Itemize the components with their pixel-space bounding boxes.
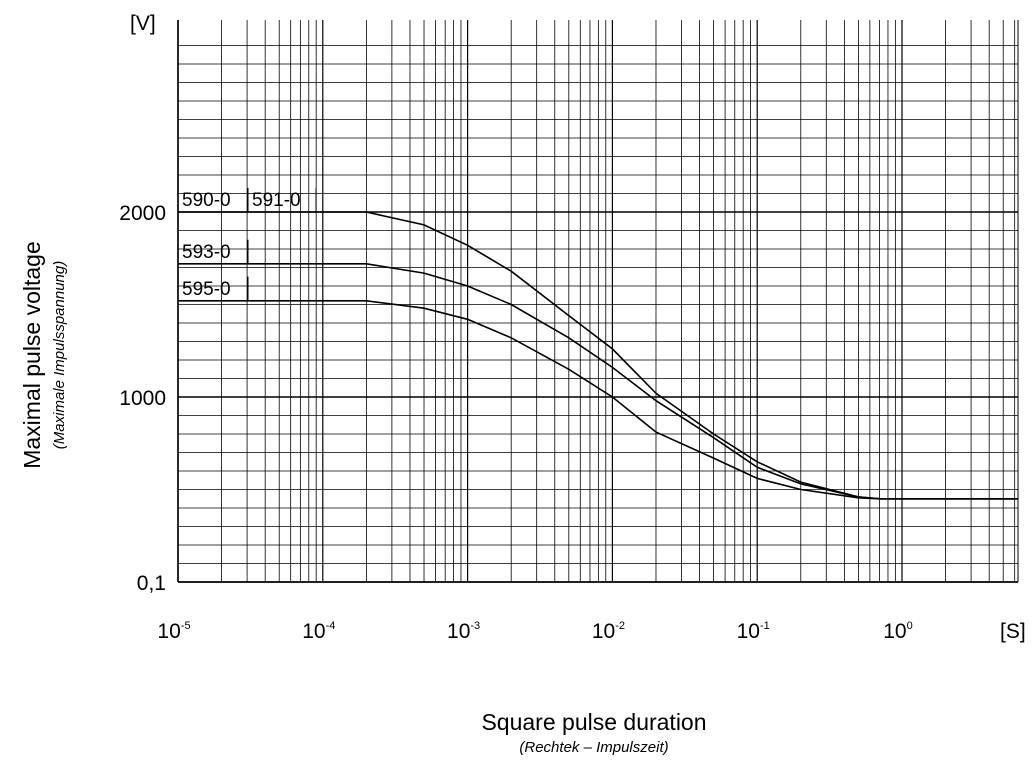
y-axis-subtitle: (Maximale Impulsspannung) — [51, 261, 68, 449]
x-tick-label: 10-4 — [302, 620, 335, 643]
series-label-590-0: 590-0 — [182, 190, 231, 211]
series-label-595-0: 595-0 — [182, 279, 231, 300]
series-labels: 590-0 591-0 593-0 595-0 — [182, 188, 317, 301]
x-unit-label: [S] — [1000, 620, 1026, 643]
y-tick-label: 2000 — [119, 202, 166, 225]
x-axis-title: Square pulse duration — [481, 709, 706, 735]
x-axis-subtitle: (Rechtek – Impulszeit) — [519, 739, 668, 756]
series-label-591-0: 591-0 — [252, 190, 301, 211]
curves — [178, 211, 1018, 500]
x-tick-label: 10-1 — [737, 620, 770, 643]
y-unit-label: [V] — [130, 12, 156, 35]
axis-ticks: 2000 1000 0,1 10-5 10-4 10-3 10-2 10-1 100 — [119, 202, 912, 643]
x-tick-label: 100 — [883, 620, 912, 643]
series-line-595-0 — [178, 300, 1018, 500]
x-tick-label: 10-2 — [592, 620, 625, 643]
y-tick-label: 0,1 — [137, 572, 166, 595]
x-tick-label: 10-3 — [447, 620, 480, 643]
y-axis-title: Maximal pulse voltage — [19, 241, 45, 469]
series-label-593-0: 593-0 — [182, 242, 231, 263]
y-tick-label: 1000 — [119, 387, 166, 410]
x-tick-label: 10-5 — [157, 620, 190, 643]
